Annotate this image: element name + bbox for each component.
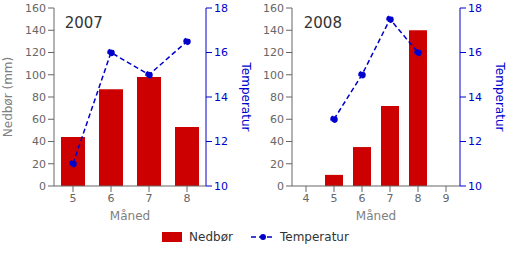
- svg-text:8: 8: [184, 192, 191, 205]
- html-text:Nedbør: Nedbør: [189, 230, 233, 244]
- svg-text:60: 60: [270, 113, 284, 126]
- svg-text:16: 16: [468, 46, 482, 59]
- svg-text:0: 0: [39, 180, 46, 193]
- svg-text:140: 140: [25, 24, 46, 37]
- svg-text:0: 0: [277, 180, 284, 193]
- svg-text:80: 80: [32, 91, 46, 104]
- svg-text:20: 20: [270, 158, 284, 171]
- svg-text:100: 100: [25, 69, 46, 82]
- svg-text:100: 100: [263, 69, 284, 82]
- svg-text:140: 140: [263, 24, 284, 37]
- svg-text:5: 5: [70, 192, 77, 205]
- html-text:Temperatur: Temperatur: [280, 230, 349, 244]
- svg-text:120: 120: [263, 46, 284, 59]
- svg-text:Temperatur: Temperatur: [493, 62, 501, 132]
- svg-text:18: 18: [468, 2, 482, 15]
- svg-text:6: 6: [359, 192, 366, 205]
- svg-text:Nedbør (mm): Nedbør (mm): [8, 57, 15, 137]
- svg-text:18: 18: [214, 2, 228, 15]
- svg-text:20: 20: [32, 158, 46, 171]
- html-text:2007: 2007: [64, 14, 103, 32]
- html-text:2008: 2008: [303, 14, 342, 32]
- svg-text:14: 14: [214, 91, 228, 104]
- svg-text:120: 120: [25, 46, 46, 59]
- svg-text:14: 14: [468, 91, 482, 104]
- svg-text:16: 16: [214, 46, 228, 59]
- svg-text:40: 40: [270, 135, 284, 148]
- svg-text:Måned: Måned: [110, 209, 150, 222]
- svg-text:Måned: Måned: [356, 209, 396, 222]
- svg-text:160: 160: [25, 2, 46, 15]
- svg-text:80: 80: [270, 91, 284, 104]
- svg-text:160: 160: [263, 2, 284, 15]
- svg-text:7: 7: [387, 192, 394, 205]
- svg-text:60: 60: [32, 113, 46, 126]
- svg-text:10: 10: [214, 180, 228, 193]
- svg-text:12: 12: [468, 135, 482, 148]
- svg-text:Temperatur: Temperatur: [239, 62, 253, 132]
- svg-text:12: 12: [214, 135, 228, 148]
- svg-text:40: 40: [32, 135, 46, 148]
- svg-text:8: 8: [415, 192, 422, 205]
- svg-text:4: 4: [303, 192, 310, 205]
- svg-text:9: 9: [443, 192, 450, 205]
- svg-text:5: 5: [331, 192, 338, 205]
- svg-text:6: 6: [108, 192, 115, 205]
- svg-text:10: 10: [468, 180, 482, 193]
- svg-text:7: 7: [146, 192, 153, 205]
